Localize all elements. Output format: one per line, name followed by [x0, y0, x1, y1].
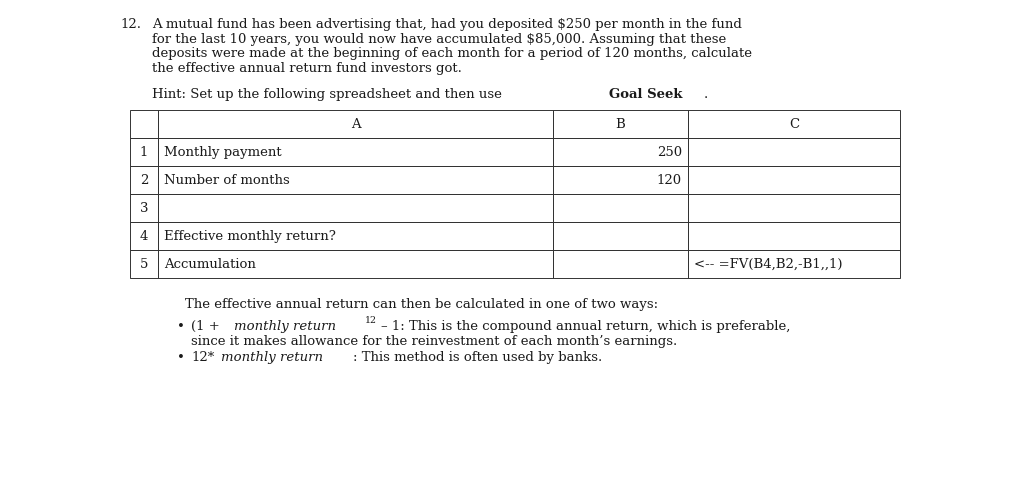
- Bar: [158, 166, 553, 194]
- Text: Effective monthly return?: Effective monthly return?: [164, 229, 336, 242]
- Bar: [688, 166, 900, 194]
- Bar: [553, 166, 688, 194]
- Text: 12: 12: [366, 316, 377, 325]
- Bar: [688, 138, 900, 166]
- Text: Goal Seek: Goal Seek: [609, 88, 682, 101]
- Text: 2: 2: [140, 173, 148, 186]
- Text: A: A: [350, 118, 360, 130]
- Text: 250: 250: [656, 145, 682, 158]
- Text: since it makes allowance for the reinvestment of each month’s earnings.: since it makes allowance for the reinves…: [191, 335, 677, 348]
- Text: .: .: [703, 88, 708, 101]
- Text: <-- =FV(B4,B2,-B1,,1): <-- =FV(B4,B2,-B1,,1): [694, 258, 843, 271]
- Bar: [553, 250, 688, 278]
- Bar: [158, 194, 553, 222]
- Text: 5: 5: [140, 258, 148, 271]
- Bar: [553, 194, 688, 222]
- Text: monthly return: monthly return: [221, 351, 323, 364]
- Text: 3: 3: [139, 201, 148, 214]
- Text: – 1: This is the compound annual return, which is preferable,: – 1: This is the compound annual return,…: [381, 320, 791, 333]
- Bar: [158, 110, 553, 138]
- Bar: [158, 222, 553, 250]
- Text: 12*: 12*: [191, 351, 214, 364]
- Bar: [553, 138, 688, 166]
- Bar: [553, 110, 688, 138]
- Text: monthly return: monthly return: [233, 320, 336, 333]
- Bar: [158, 250, 553, 278]
- Bar: [130, 166, 158, 194]
- Text: Number of months: Number of months: [164, 173, 290, 186]
- Text: (1 +: (1 +: [191, 320, 224, 333]
- Bar: [688, 250, 900, 278]
- Text: deposits were made at the beginning of each month for a period of 120 months, ca: deposits were made at the beginning of e…: [152, 47, 752, 60]
- Text: 1: 1: [140, 145, 148, 158]
- Bar: [130, 138, 158, 166]
- Text: B: B: [615, 118, 626, 130]
- Text: for the last 10 years, you would now have accumulated $85,000. Assuming that the: for the last 10 years, you would now hav…: [152, 33, 726, 46]
- Bar: [158, 138, 553, 166]
- Text: the effective annual return fund investors got.: the effective annual return fund investo…: [152, 62, 462, 75]
- Text: •: •: [177, 351, 185, 364]
- Bar: [688, 194, 900, 222]
- Text: 120: 120: [656, 173, 682, 186]
- Text: The effective annual return can then be calculated in one of two ways:: The effective annual return can then be …: [185, 298, 658, 311]
- Text: C: C: [788, 118, 799, 130]
- Bar: [130, 110, 158, 138]
- Bar: [688, 222, 900, 250]
- Text: A mutual fund has been advertising that, had you deposited $250 per month in the: A mutual fund has been advertising that,…: [152, 18, 741, 31]
- Text: •: •: [177, 320, 185, 333]
- Bar: [553, 222, 688, 250]
- Text: : This method is often used by banks.: : This method is often used by banks.: [352, 351, 602, 364]
- Text: Monthly payment: Monthly payment: [164, 145, 282, 158]
- Bar: [688, 110, 900, 138]
- Bar: [130, 222, 158, 250]
- Bar: [130, 250, 158, 278]
- Bar: [130, 194, 158, 222]
- Text: Accumulation: Accumulation: [164, 258, 256, 271]
- Text: 4: 4: [140, 229, 148, 242]
- Text: 12.: 12.: [120, 18, 141, 31]
- Text: Hint: Set up the following spreadsheet and then use: Hint: Set up the following spreadsheet a…: [152, 88, 506, 101]
